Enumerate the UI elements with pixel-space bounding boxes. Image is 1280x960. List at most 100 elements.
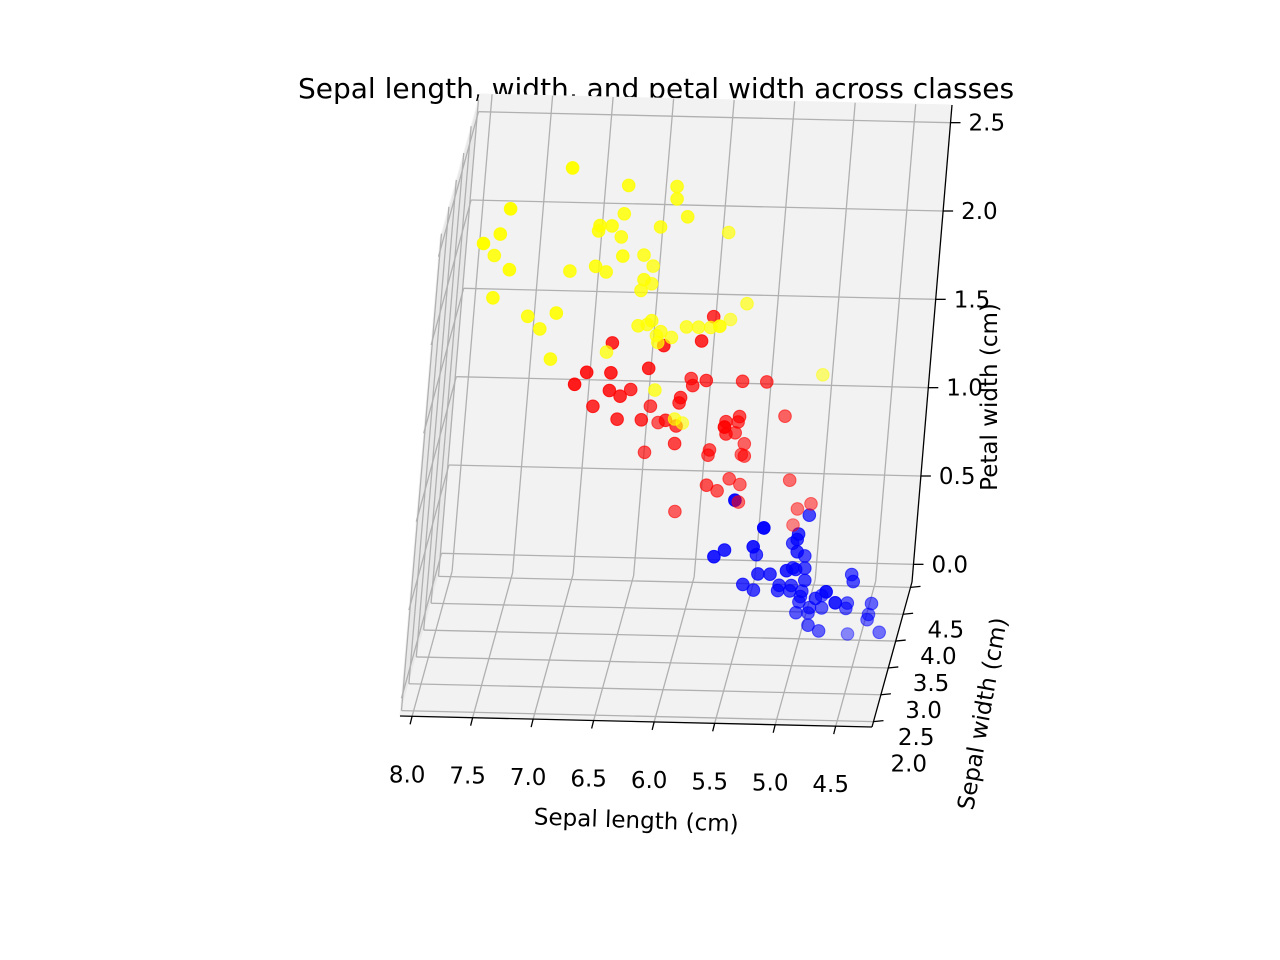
scatter-point-series-1 xyxy=(872,625,887,640)
z-axis-label: Petal width (cm) xyxy=(977,303,1003,491)
grid-z-back xyxy=(448,464,921,477)
y-tick-label: 4.5 xyxy=(928,617,965,643)
scatter-point-series-2 xyxy=(728,426,743,440)
y-tick-label: 2.5 xyxy=(898,725,935,751)
grid-x-floor xyxy=(653,576,695,723)
grid-y-side xyxy=(423,153,465,631)
x-tick-label: 5.0 xyxy=(752,771,789,797)
scatter-point-series-2 xyxy=(579,365,594,380)
scatter-point-series-2 xyxy=(804,497,818,511)
grid-x-back xyxy=(754,101,796,579)
scatter-point-series-3 xyxy=(634,283,648,298)
scatter-point-series-3 xyxy=(599,345,614,359)
grid-z-side xyxy=(415,376,457,522)
y-tick-label: 3.5 xyxy=(913,671,950,697)
scatter-point-series-3 xyxy=(644,277,659,291)
z-axis-line xyxy=(911,104,953,583)
scatter-point-series-3 xyxy=(549,306,564,320)
scatter-point-series-3 xyxy=(691,320,706,335)
grid-x-floor xyxy=(532,573,574,720)
scatter-point-series-3 xyxy=(680,210,695,224)
scatter-point-series-2 xyxy=(643,399,658,414)
grid-z-side xyxy=(400,553,443,699)
scatter-point-series-3 xyxy=(599,265,614,279)
scatter-point-series-1 xyxy=(789,605,803,620)
grid-y-side xyxy=(415,179,457,657)
scatter-point-series-1 xyxy=(770,583,785,598)
z-tick-label: 2.5 xyxy=(969,111,1006,137)
scatter-point-series-1 xyxy=(757,521,771,535)
x-tick-mark xyxy=(833,725,837,735)
scatter-point-series-1 xyxy=(785,536,800,551)
scatter-point-series-1 xyxy=(785,561,800,575)
x-tick-mark xyxy=(712,723,716,732)
grid-x-floor xyxy=(593,575,635,721)
scatter-point-series-1 xyxy=(798,549,812,563)
x-tick-label: 6.5 xyxy=(570,767,607,793)
scatter-point-series-3 xyxy=(621,178,636,193)
scatter-point-series-1 xyxy=(717,543,732,557)
scatter-point-series-2 xyxy=(602,383,617,398)
scatter-point-series-3 xyxy=(679,320,694,334)
scatter-point-series-2 xyxy=(786,518,800,532)
grid-y-floor xyxy=(438,575,911,589)
scatter-point-series-3 xyxy=(616,249,630,263)
grid-y-floor xyxy=(423,629,896,642)
scatter-point-series-3 xyxy=(614,230,629,244)
scatter-point-series-3 xyxy=(740,296,754,311)
scatter-point-series-2 xyxy=(672,396,686,410)
scatter-point-series-3 xyxy=(493,227,508,241)
x-tick-mark xyxy=(409,716,413,725)
scatter-point-series-2 xyxy=(734,447,749,462)
x-tick-mark xyxy=(651,721,655,731)
scatter-point-series-1 xyxy=(749,547,764,562)
scatter-point-series-3 xyxy=(713,319,727,334)
y-tick-mark xyxy=(910,585,921,589)
scatter-point-series-2 xyxy=(760,375,774,389)
z-tick-label: 0.5 xyxy=(939,464,976,490)
scatter-point-series-3 xyxy=(670,192,684,206)
scatter-point-series-3 xyxy=(565,161,580,175)
y-tick-mark xyxy=(873,719,884,723)
scatter-point-series-2 xyxy=(733,477,747,492)
y-tick-mark xyxy=(895,639,906,642)
grid-z-side xyxy=(423,288,465,434)
scatter-points xyxy=(476,161,887,641)
z-tick-label: 1.5 xyxy=(954,287,991,313)
scatter-point-series-1 xyxy=(814,588,829,603)
grid-z-back xyxy=(441,552,914,565)
grid-x-back xyxy=(875,104,917,582)
scatter-point-series-3 xyxy=(664,330,679,345)
grid-x-back xyxy=(814,102,856,580)
scatter-point-series-3 xyxy=(503,202,518,216)
scatter-point-series-2 xyxy=(782,473,797,488)
x-tick-label: 8.0 xyxy=(389,762,426,788)
y-axis-line xyxy=(871,581,913,728)
z-tick-label: 2.0 xyxy=(961,199,998,225)
z-tick-label: 0.0 xyxy=(931,552,968,578)
scatter-point-series-2 xyxy=(567,377,582,392)
scatter-point-series-2 xyxy=(623,382,638,397)
scatter-point-series-1 xyxy=(763,567,777,582)
x-tick-mark xyxy=(530,718,534,728)
scatter-point-series-3 xyxy=(816,368,830,382)
scatter-point-series-1 xyxy=(746,583,761,597)
scatter-point-series-2 xyxy=(731,495,746,509)
scatter-point-series-2 xyxy=(667,436,682,451)
scatter-point-series-2 xyxy=(586,399,600,414)
y-axis-label: Sepal width (cm) xyxy=(953,616,1012,812)
grid-y-floor xyxy=(401,709,874,723)
x-tick-label: 4.5 xyxy=(812,772,849,798)
x-axis-line xyxy=(399,715,873,728)
scatter-point-series-3 xyxy=(563,264,577,278)
x-tick-label: 7.0 xyxy=(510,765,547,791)
scatter-point-series-2 xyxy=(701,448,715,463)
scatter-point-series-1 xyxy=(736,577,750,592)
scatter-point-series-2 xyxy=(699,478,714,493)
scatter-point-series-3 xyxy=(646,259,661,273)
scatter-point-series-3 xyxy=(487,248,502,263)
scatter-point-series-3 xyxy=(476,236,491,251)
scatter-point-series-3 xyxy=(588,259,603,274)
tick-labels: 8.0 7.5 7.0 6.5 6.0 5.5 5.0 4.52.02.53.03.54.04… xyxy=(389,111,1005,798)
